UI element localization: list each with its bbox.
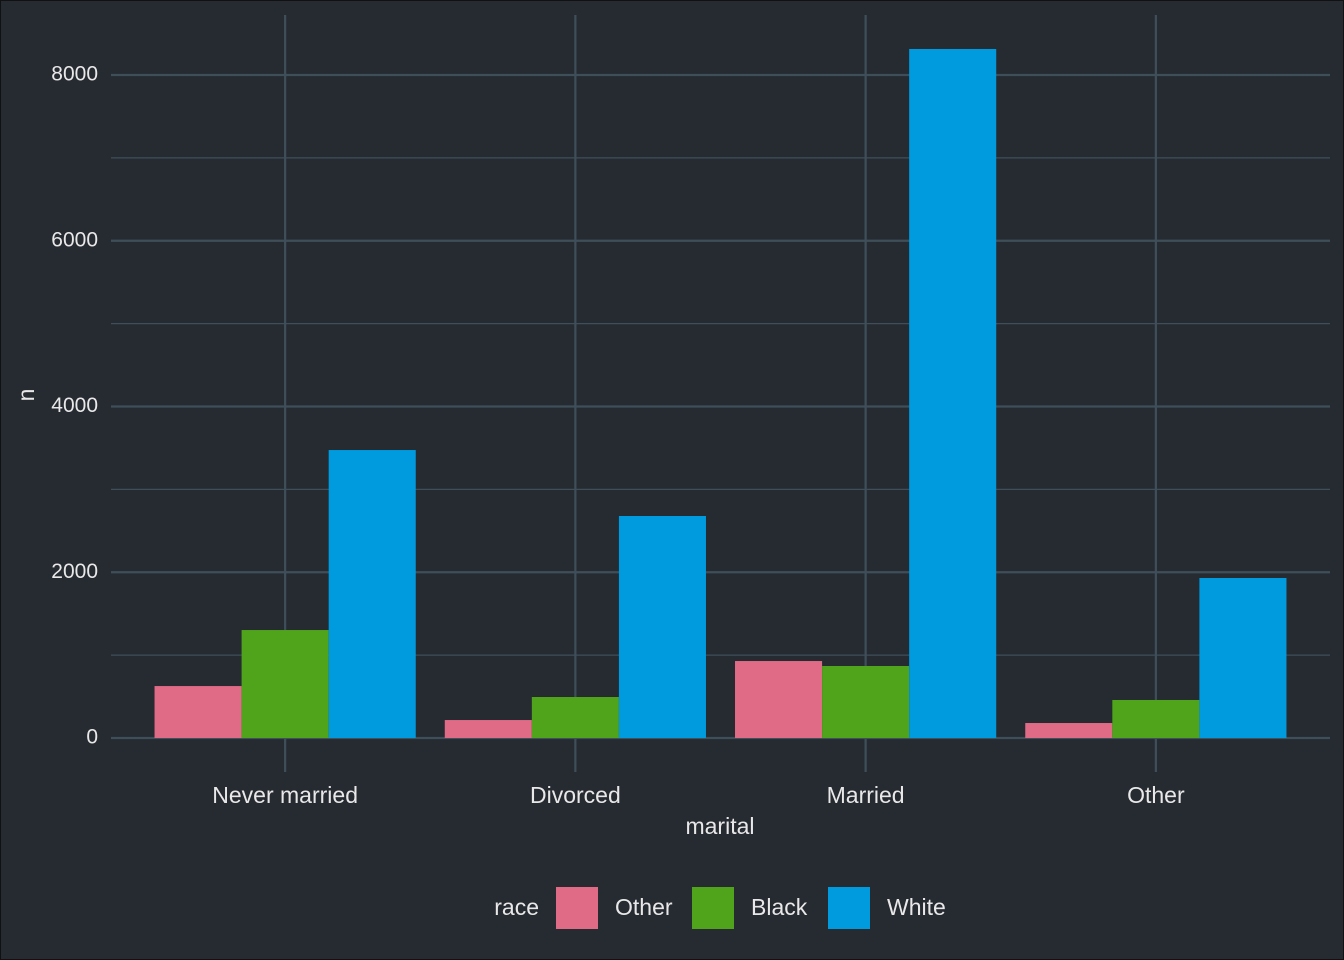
legend-swatch (692, 887, 734, 929)
x-tick-label: Divorced (530, 782, 621, 808)
x-axis-title: marital (685, 813, 754, 839)
x-tick-label: Never married (212, 782, 358, 808)
legend-swatch (828, 887, 870, 929)
y-tick-label: 6000 (51, 228, 98, 251)
bar (328, 450, 416, 739)
bar (822, 666, 910, 739)
legend-title: race (494, 894, 539, 920)
bar (909, 48, 997, 739)
bar (531, 696, 619, 739)
bar (1112, 699, 1200, 739)
legend-swatch (556, 887, 598, 929)
bar (444, 720, 532, 739)
bar (1025, 723, 1113, 739)
bar (735, 661, 823, 739)
bar (154, 686, 242, 739)
y-tick-label: 2000 (51, 560, 98, 583)
y-tick-label: 8000 (51, 63, 98, 86)
legend-label: Other (615, 894, 673, 920)
bar (241, 630, 329, 739)
y-tick-label: 4000 (51, 394, 98, 417)
bar (1199, 577, 1287, 739)
bar (618, 515, 706, 739)
x-tick-label: Other (1127, 782, 1185, 808)
y-tick-label: 0 (86, 726, 98, 749)
y-axis-title: n (13, 389, 39, 402)
legend-label: White (887, 894, 946, 920)
x-tick-label: Married (827, 782, 905, 808)
legend-label: Black (751, 894, 808, 920)
